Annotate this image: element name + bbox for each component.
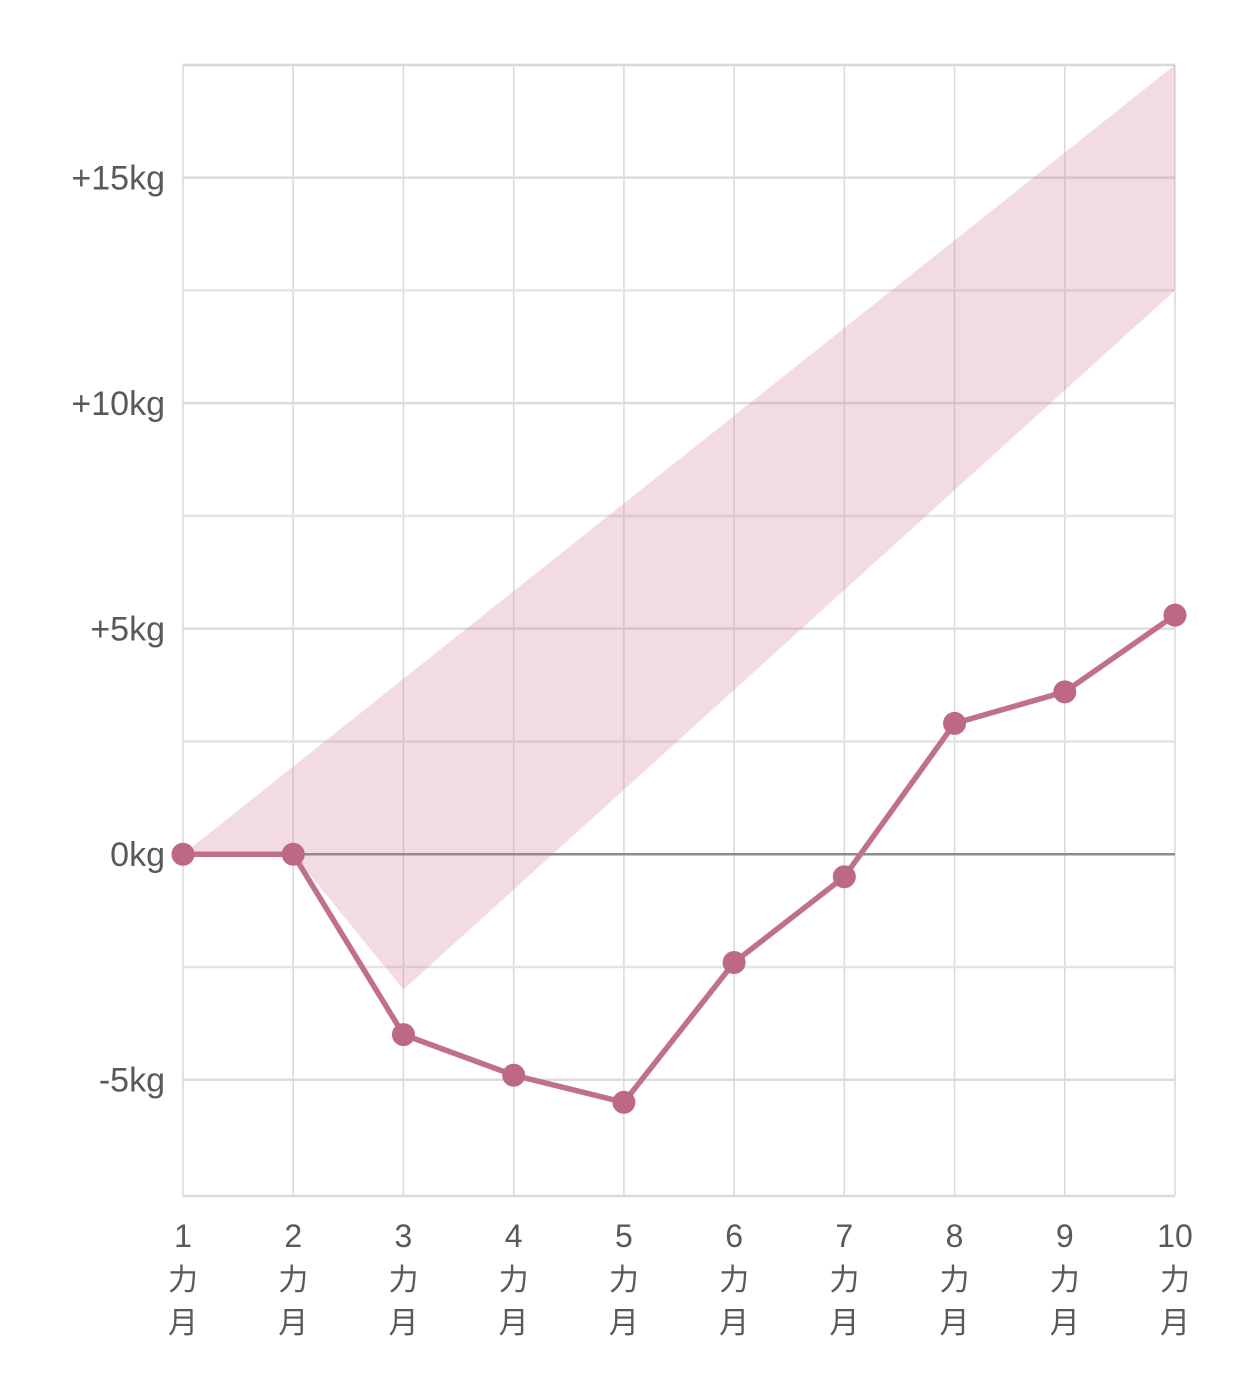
svg-text:月: 月 [829,1307,859,1340]
svg-text:4: 4 [505,1218,523,1254]
svg-text:2: 2 [284,1218,302,1254]
svg-text:1: 1 [174,1218,192,1254]
svg-text:5: 5 [615,1218,633,1254]
svg-text:力: 力 [719,1264,749,1297]
svg-text:月: 月 [1160,1307,1190,1340]
svg-text:3: 3 [395,1218,413,1254]
svg-text:力: 力 [1160,1264,1190,1297]
svg-text:月: 月 [278,1307,308,1340]
svg-text:力: 力 [1050,1264,1080,1297]
svg-text:7: 7 [835,1218,853,1254]
svg-text:力: 力 [278,1264,308,1297]
svg-text:+10kg: +10kg [71,385,165,423]
svg-text:8: 8 [946,1218,964,1254]
svg-text:月: 月 [1050,1307,1080,1340]
svg-text:力: 力 [609,1264,639,1297]
svg-text:0kg: 0kg [110,836,165,874]
svg-text:月: 月 [388,1307,418,1340]
svg-text:-5kg: -5kg [99,1062,165,1100]
svg-text:力: 力 [388,1264,418,1297]
svg-text:力: 力 [499,1264,529,1297]
svg-text:力: 力 [940,1264,970,1297]
svg-text:月: 月 [168,1307,198,1340]
svg-text:月: 月 [940,1307,970,1340]
svg-text:力: 力 [829,1264,859,1297]
svg-text:6: 6 [725,1218,743,1254]
svg-text:月: 月 [719,1307,749,1340]
svg-text:力: 力 [168,1264,198,1297]
svg-text:9: 9 [1056,1218,1074,1254]
svg-text:+15kg: +15kg [71,160,165,198]
svg-text:月: 月 [609,1307,639,1340]
svg-text:+5kg: +5kg [90,611,165,649]
svg-text:10: 10 [1157,1218,1193,1254]
svg-text:月: 月 [499,1307,529,1340]
